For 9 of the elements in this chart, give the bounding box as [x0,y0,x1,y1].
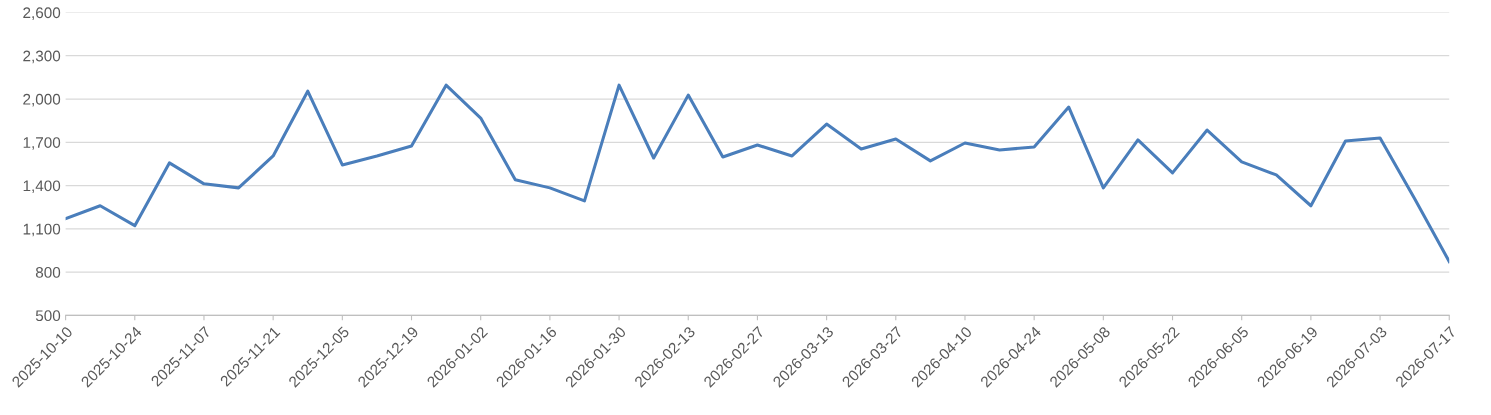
y-tick-label: 500 [35,310,61,322]
y-tick-label: 2,000 [23,93,61,107]
y-tick-label: 2,600 [23,7,61,20]
y-tick-label: 800 [35,266,61,278]
y-tick-label: 1,100 [23,223,61,237]
y-tick-label: 1,700 [23,137,61,150]
line-series [65,83,1450,264]
y-tick-label: 1,400 [23,180,61,194]
y-tick-label: 2,300 [23,50,61,64]
